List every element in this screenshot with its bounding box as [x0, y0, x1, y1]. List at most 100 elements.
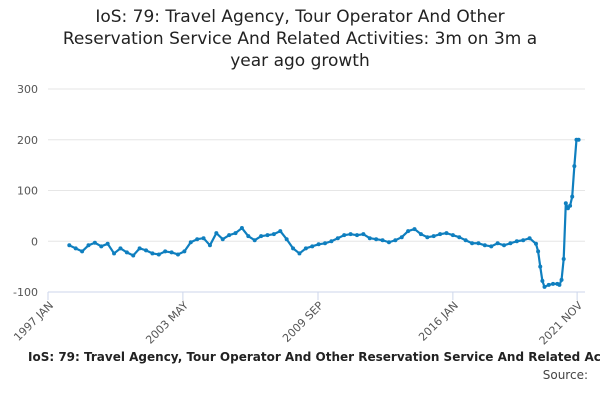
data-point-68 [502, 243, 507, 248]
y-tick-label-4: 300 [17, 83, 38, 96]
data-point-49 [380, 238, 385, 243]
y-tick-label-3: 200 [17, 134, 38, 147]
data-point-75 [538, 264, 543, 269]
y-tick-label-2: 100 [17, 185, 38, 198]
data-point-39 [316, 242, 321, 247]
data-point-12 [144, 248, 149, 253]
data-point-73 [533, 241, 538, 246]
data-point-2 [80, 249, 85, 254]
data-point-40 [323, 241, 328, 246]
data-point-71 [521, 238, 526, 243]
data-point-50 [386, 240, 391, 245]
series-line [68, 138, 580, 289]
data-point-76 [540, 278, 545, 283]
data-point-26 [233, 231, 238, 236]
data-point-22 [207, 243, 212, 248]
data-point-33 [278, 229, 283, 234]
y-tick-label-0: -100 [13, 286, 38, 299]
data-point-23 [214, 231, 219, 236]
data-point-55 [418, 232, 423, 237]
data-point-28 [246, 234, 251, 239]
chart-title-line-1: IoS: 79: Travel Agency, Tour Operator An… [95, 7, 505, 27]
data-point-1 [73, 246, 78, 251]
data-point-87 [570, 194, 575, 199]
data-point-61 [457, 235, 462, 240]
data-point-42 [335, 236, 340, 241]
data-point-32 [271, 232, 276, 237]
data-point-36 [297, 251, 302, 256]
data-point-0 [67, 243, 72, 248]
data-point-14 [156, 252, 161, 257]
data-point-58 [438, 232, 443, 237]
data-point-82 [559, 277, 564, 282]
data-point-60 [450, 233, 455, 238]
data-point-52 [399, 235, 404, 240]
data-point-51 [393, 238, 398, 243]
data-point-4 [92, 240, 97, 245]
data-point-17 [175, 252, 180, 257]
data-point-8 [118, 246, 123, 251]
data-point-45 [354, 233, 359, 238]
data-point-18 [182, 249, 187, 254]
data-point-38 [310, 244, 315, 249]
chart-title-line-3: year ago growth [230, 51, 370, 71]
x-tick-label-4: 2021 NOV [537, 299, 586, 348]
x-tick-label-1: 2003 MAY [143, 299, 191, 347]
data-point-48 [374, 237, 379, 242]
data-point-66 [489, 244, 494, 249]
data-point-57 [431, 234, 436, 239]
data-point-6 [105, 241, 110, 246]
x-axis-label: IoS: 79: Travel Agency, Tour Operator An… [28, 350, 600, 364]
data-point-65 [482, 243, 487, 248]
data-point-53 [406, 229, 411, 234]
data-point-20 [195, 237, 200, 242]
data-point-79 [551, 281, 556, 286]
data-point-31 [265, 233, 270, 238]
data-point-83 [561, 257, 566, 262]
data-point-69 [508, 241, 513, 246]
data-point-13 [150, 251, 155, 256]
data-point-67 [495, 241, 500, 246]
data-point-88 [572, 164, 577, 169]
data-point-9 [124, 250, 129, 255]
data-point-19 [188, 240, 193, 245]
y-tick-label-1: 0 [31, 235, 38, 248]
x-tick-label-0: 1997 JAN [11, 299, 56, 344]
data-point-44 [348, 232, 353, 237]
data-point-35 [291, 246, 296, 251]
data-point-7 [112, 251, 117, 256]
data-point-78 [546, 282, 551, 287]
data-point-15 [163, 249, 168, 254]
data-point-77 [542, 284, 547, 289]
data-point-90 [576, 137, 581, 142]
x-axis-label-container: IoS: 79: Travel Agency, Tour Operator An… [0, 350, 600, 364]
data-point-37 [303, 246, 308, 251]
data-point-5 [99, 244, 104, 249]
data-point-84 [563, 201, 568, 206]
x-tick-label-2: 2009 SEP [280, 299, 326, 345]
data-point-56 [425, 235, 430, 240]
data-point-62 [463, 238, 468, 243]
data-point-63 [470, 241, 475, 246]
data-point-24 [220, 237, 225, 242]
chart-title-line-2: Reservation Service And Related Activiti… [62, 29, 538, 49]
x-tick-label-3: 2016 JAN [416, 299, 461, 344]
data-point-72 [527, 236, 532, 241]
data-point-43 [342, 233, 347, 238]
data-point-47 [367, 236, 372, 241]
data-point-30 [259, 234, 264, 239]
data-point-16 [169, 250, 174, 255]
data-point-64 [476, 241, 481, 246]
data-point-46 [361, 232, 366, 237]
data-point-34 [284, 237, 289, 242]
chart-title: IoS: 79: Travel Agency, Tour Operator An… [0, 6, 600, 72]
data-point-54 [412, 227, 417, 232]
data-point-70 [514, 239, 519, 244]
data-point-3 [86, 243, 91, 248]
data-point-86 [568, 203, 573, 208]
data-point-41 [329, 239, 334, 244]
data-point-21 [201, 236, 206, 241]
data-point-81 [557, 282, 562, 287]
data-point-25 [227, 233, 232, 238]
